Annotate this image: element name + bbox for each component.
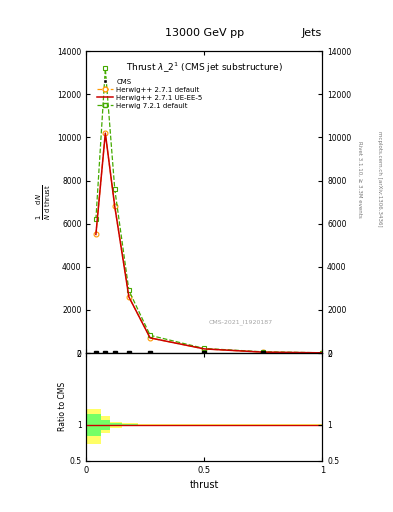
Legend: CMS, Herwig++ 2.7.1 default, Herwig++ 2.7.1 UE-EE-5, Herwig 7.2.1 default: CMS, Herwig++ 2.7.1 default, Herwig++ 2.… <box>95 76 205 112</box>
CMS <box>94 350 98 356</box>
Herwig++ 2.7.1 UE-EE-5 <box>148 335 152 341</box>
Herwig 7.2.1 default <box>103 66 108 72</box>
Herwig 7.2.1 default <box>94 216 98 222</box>
Herwig++ 2.7.1 default <box>202 346 207 352</box>
Text: Rivet 3.1.10, ≥ 3.3M events: Rivet 3.1.10, ≥ 3.3M events <box>358 141 363 218</box>
CMS <box>103 350 108 356</box>
CMS <box>148 350 152 356</box>
Line: CMS: CMS <box>94 351 266 355</box>
X-axis label: thrust: thrust <box>190 480 219 490</box>
Herwig 7.2.1 default <box>320 350 325 356</box>
Herwig++ 2.7.1 default <box>148 335 152 341</box>
Herwig++ 2.7.1 default <box>103 130 108 136</box>
Herwig++ 2.7.1 UE-EE-5 <box>94 231 98 238</box>
Herwig++ 2.7.1 default <box>94 231 98 238</box>
Herwig 7.2.1 default <box>148 332 152 338</box>
Herwig++ 2.7.1 UE-EE-5 <box>261 349 266 355</box>
Line: Herwig 7.2.1 default: Herwig 7.2.1 default <box>94 66 325 355</box>
Herwig++ 2.7.1 UE-EE-5 <box>202 346 207 352</box>
Herwig 7.2.1 default <box>112 186 117 192</box>
Herwig++ 2.7.1 default <box>127 294 131 300</box>
Herwig++ 2.7.1 default <box>112 203 117 209</box>
Text: 13000 GeV pp: 13000 GeV pp <box>165 28 244 38</box>
Herwig++ 2.7.1 UE-EE-5 <box>103 130 108 136</box>
Herwig++ 2.7.1 UE-EE-5 <box>127 294 131 300</box>
Herwig++ 2.7.1 default <box>261 349 266 355</box>
CMS <box>112 350 117 356</box>
Herwig++ 2.7.1 UE-EE-5 <box>112 203 117 209</box>
Text: CMS-2021_I1920187: CMS-2021_I1920187 <box>209 319 273 325</box>
Y-axis label: $\frac{1}{N}\,\frac{\mathrm{d}N}{\mathrm{d}\,\mathrm{thrust}}$: $\frac{1}{N}\,\frac{\mathrm{d}N}{\mathrm… <box>35 184 53 220</box>
Herwig++ 2.7.1 UE-EE-5 <box>320 350 325 356</box>
Herwig 7.2.1 default <box>202 346 207 352</box>
CMS <box>127 350 131 356</box>
Herwig 7.2.1 default <box>127 287 131 293</box>
Herwig 7.2.1 default <box>261 349 266 355</box>
Herwig++ 2.7.1 default <box>320 350 325 356</box>
Line: Herwig++ 2.7.1 UE-EE-5: Herwig++ 2.7.1 UE-EE-5 <box>96 133 322 353</box>
Line: Herwig++ 2.7.1 default: Herwig++ 2.7.1 default <box>94 131 325 355</box>
CMS <box>202 350 207 356</box>
Text: mcplots.cern.ch [arXiv:1306.3436]: mcplots.cern.ch [arXiv:1306.3436] <box>377 132 382 227</box>
CMS <box>261 350 266 356</box>
Text: Thrust $\lambda\_2^1$ (CMS jet substructure): Thrust $\lambda\_2^1$ (CMS jet substruct… <box>126 60 283 75</box>
Text: Jets: Jets <box>302 28 322 38</box>
Y-axis label: Ratio to CMS: Ratio to CMS <box>58 382 67 432</box>
